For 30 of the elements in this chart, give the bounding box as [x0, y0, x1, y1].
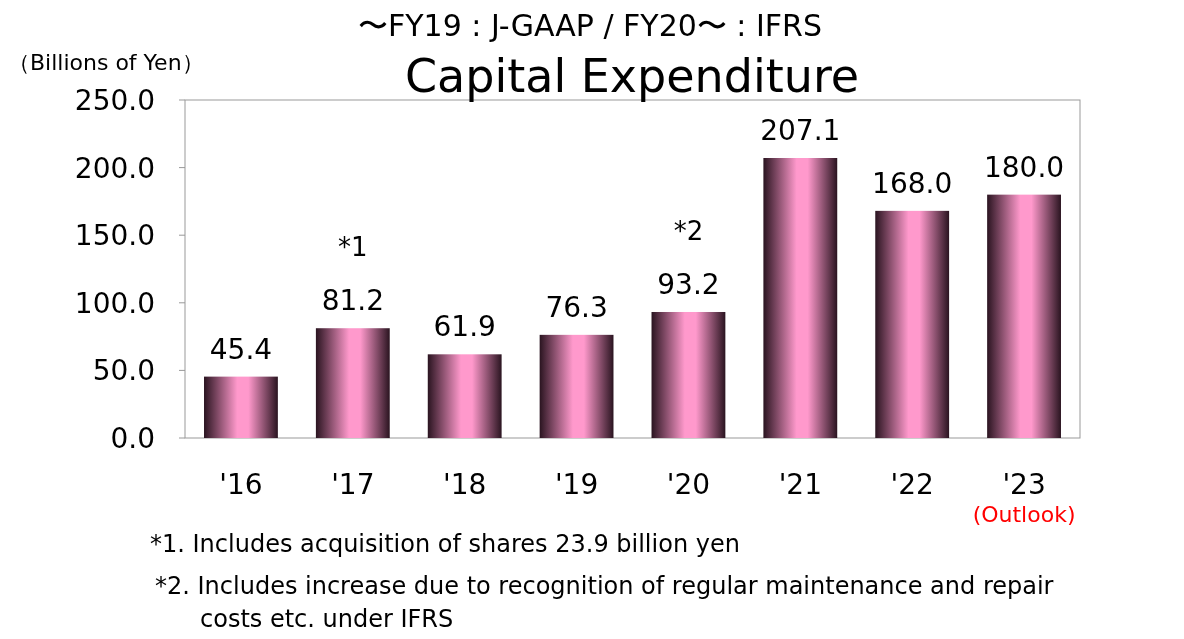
chart-subtitle: 〜FY19 : J-GAAP / FY20〜 : IFRS [358, 8, 822, 43]
data-label: 207.1 [760, 114, 841, 147]
annotation: *1 [338, 232, 368, 263]
y-tick-label: 100.0 [74, 286, 155, 320]
x-tick-label: '19 [554, 468, 599, 501]
data-label: 93.2 [657, 267, 720, 301]
x-tick-label: '23 [1002, 468, 1046, 501]
data-label: 76.3 [545, 290, 608, 324]
x-tick-label: '18 [443, 468, 487, 501]
y-tick-label: 50.0 [92, 354, 155, 388]
text: (Outlook) [972, 502, 1076, 527]
y-tick-label: 0.0 [110, 422, 155, 455]
x-tick-label: '21 [778, 468, 822, 501]
x-tick-label: '16 [219, 468, 263, 501]
data-label: 61.9 [433, 310, 496, 344]
text: *2. Includes increase due to recognition of regular maintenance and repair costs etc. under IFRS [155, 572, 1054, 633]
data-label: 180.0 [983, 150, 1065, 184]
x-tick-label: '20 [666, 468, 711, 501]
y-tick-label: 250.0 [74, 84, 155, 117]
x-tick-label: '22 [890, 468, 934, 501]
data-label: 45.4 [209, 332, 273, 366]
y-axis-title: （Billions of Yen） [8, 50, 204, 75]
text: *1. Includes acquisition of shares 23.9 billion yen [150, 530, 740, 558]
data-label: 168.0 [872, 166, 953, 200]
x-tick-label: '17 [331, 468, 375, 501]
annotation: *2 [673, 215, 704, 246]
chart-title: Capital Expenditure [404, 49, 860, 103]
y-tick-label: 200.0 [74, 151, 155, 185]
data-label: 81.2 [321, 284, 384, 318]
y-tick-label: 150.0 [74, 219, 155, 253]
